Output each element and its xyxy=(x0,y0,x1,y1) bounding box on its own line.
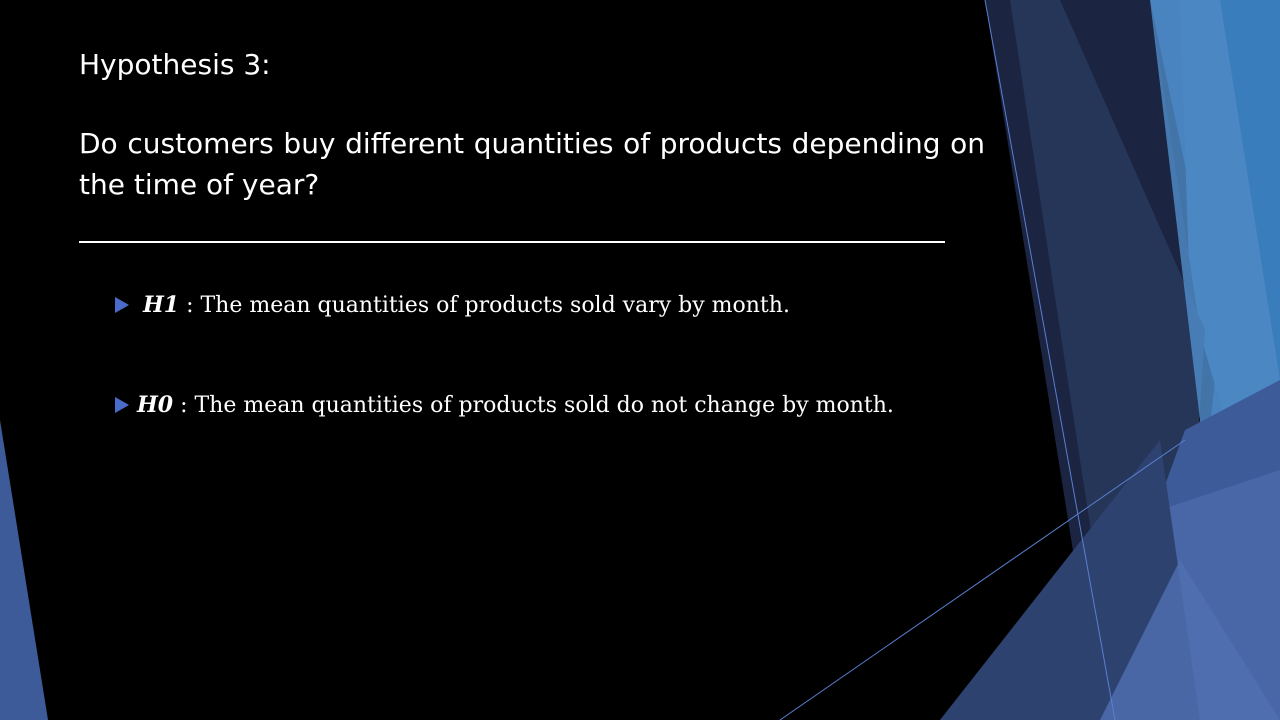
bullet-h0: H0 : The mean quantities of products sol… xyxy=(115,390,894,421)
hypothesis-text: : The mean quantities of products sold v… xyxy=(179,293,790,318)
hypothesis-key: H0 xyxy=(137,392,174,418)
hypothesis-key: H1 xyxy=(143,292,180,318)
triangle-right-icon xyxy=(115,397,129,413)
hypothesis-text: : The mean quantities of products sold d… xyxy=(173,393,894,418)
slide-title: Hypothesis 3: Do customers buy different… xyxy=(79,44,985,205)
title-heading: Hypothesis 3: xyxy=(79,48,271,81)
title-divider xyxy=(79,241,945,243)
light-blue-wedge xyxy=(1120,0,1280,720)
triangle-right-icon xyxy=(115,297,129,313)
thin-accent-line-vertical xyxy=(984,0,1116,720)
left-bottom-sliver xyxy=(0,420,48,720)
bottom-blue-sliver xyxy=(1100,560,1280,720)
thin-accent-line-diagonal xyxy=(779,439,1186,720)
title-question: Do customers buy different quantities of… xyxy=(79,127,985,201)
bullet-h1: H1 : The mean quantities of products sol… xyxy=(115,290,790,321)
